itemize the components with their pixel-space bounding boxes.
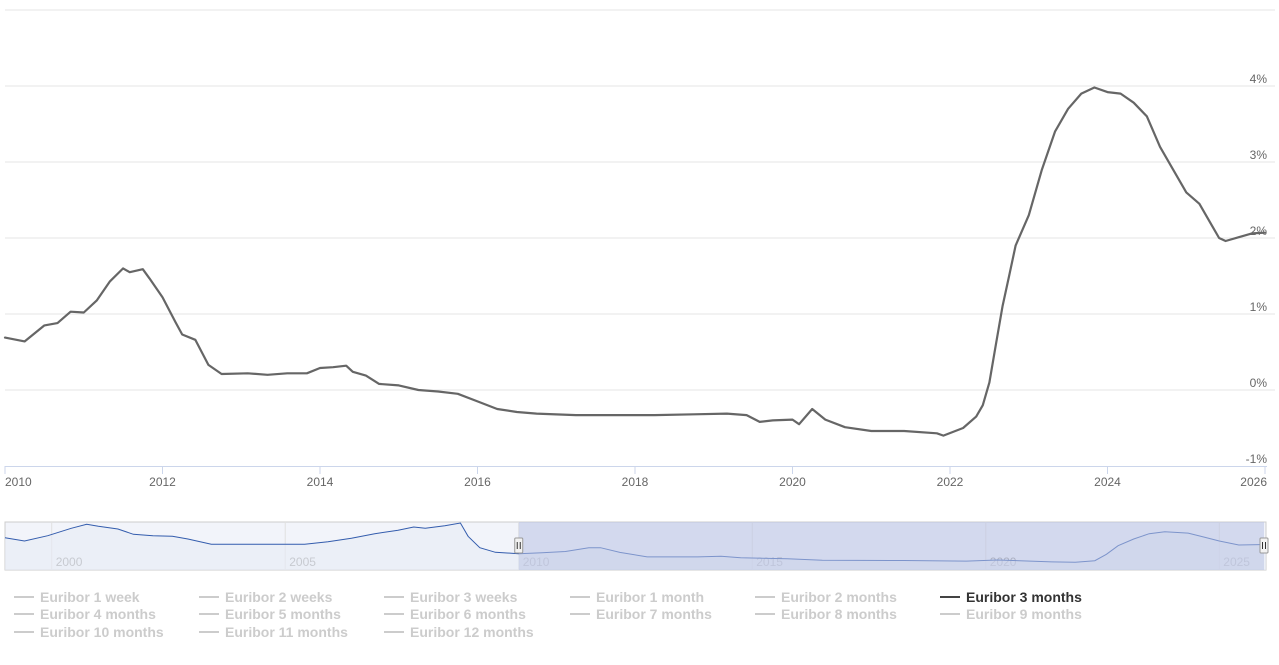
legend-swatch bbox=[14, 631, 34, 634]
legend-swatch bbox=[755, 596, 775, 599]
navigator-handle-left[interactable] bbox=[514, 537, 524, 554]
legend-swatch bbox=[14, 613, 34, 616]
legend-item[interactable]: Euribor 7 months bbox=[570, 606, 712, 622]
legend-item[interactable]: Euribor 3 weeks bbox=[384, 589, 517, 605]
legend-item[interactable]: Euribor 8 months bbox=[755, 606, 897, 622]
legend-item[interactable]: Euribor 12 months bbox=[384, 624, 534, 640]
legend-item[interactable]: Euribor 4 months bbox=[14, 606, 156, 622]
legend-label: Euribor 1 week bbox=[40, 589, 140, 605]
legend-swatch bbox=[570, 613, 590, 616]
series-line[interactable] bbox=[3, 86, 1267, 437]
legend-swatch bbox=[199, 613, 219, 616]
legend-label: Euribor 2 weeks bbox=[225, 589, 333, 605]
y-tick-label: 2% bbox=[1250, 224, 1268, 238]
legend-swatch bbox=[384, 596, 404, 599]
navigator-selection[interactable] bbox=[518, 522, 1264, 570]
legend-label: Euribor 4 months bbox=[40, 606, 156, 622]
legend-label: Euribor 6 months bbox=[410, 606, 526, 622]
legend-item[interactable]: Euribor 6 months bbox=[384, 606, 526, 622]
legend-label: Euribor 5 months bbox=[225, 606, 341, 622]
handle-body[interactable] bbox=[514, 537, 524, 554]
legend-swatch bbox=[384, 631, 404, 634]
x-axis: 2010 2012 2014 2016 2018 2020 2022 2024 2026 bbox=[4, 466, 1267, 489]
legend-item[interactable]: Euribor 2 weeks bbox=[199, 589, 332, 605]
legend-item[interactable]: Euribor 3 months bbox=[940, 589, 1082, 605]
legend-swatch bbox=[755, 613, 775, 616]
legend-item[interactable]: Euribor 10 months bbox=[14, 624, 164, 640]
legend-label: Euribor 11 months bbox=[225, 624, 348, 640]
y-axis: 4% 3% 2% 1% 0% -1% bbox=[1246, 72, 1268, 466]
chart-svg: 4%3%2%1%0%-1% 2010 2012 2014 2016 2018 2020 20… bbox=[3, 9, 1275, 571]
y-tick-label: 3% bbox=[1250, 148, 1268, 162]
legend-label: Euribor 9 months bbox=[966, 606, 1082, 622]
x-tick-label: 2016 bbox=[464, 475, 491, 489]
x-tick-label: 2018 bbox=[622, 475, 649, 489]
x-tick-label: 2010 bbox=[5, 475, 32, 489]
x-tick-label: 2022 bbox=[937, 475, 964, 489]
legend-item[interactable]: Euribor 1 month bbox=[570, 589, 704, 605]
legend-label: Euribor 2 months bbox=[781, 589, 897, 605]
legend-swatch bbox=[384, 613, 404, 616]
navigator-handle-right[interactable] bbox=[1259, 537, 1269, 554]
legend-item[interactable]: Euribor 9 months bbox=[940, 606, 1082, 622]
navigator-series-area bbox=[5, 523, 1266, 570]
legend-label: Euribor 3 months bbox=[966, 589, 1082, 605]
x-tick-label: 2012 bbox=[149, 475, 176, 489]
x-tick-label: 2026 bbox=[1240, 475, 1267, 489]
legend-swatch bbox=[570, 596, 590, 599]
y-tick-label: 0% bbox=[1250, 376, 1268, 390]
legend-item[interactable]: Euribor 2 months bbox=[755, 589, 897, 605]
navigator[interactable]: 200020052010201520202025 bbox=[4, 521, 1269, 571]
x-tick-label: 2020 bbox=[779, 475, 806, 489]
x-tick-label: 2014 bbox=[307, 475, 334, 489]
legend-label: Euribor 3 weeks bbox=[410, 589, 518, 605]
legend-label: Euribor 8 months bbox=[781, 606, 897, 622]
handle-body[interactable] bbox=[1259, 537, 1269, 554]
legend-label: Euribor 1 month bbox=[596, 589, 705, 605]
plot-area[interactable] bbox=[3, 86, 1267, 437]
legend-swatch bbox=[199, 631, 219, 634]
legend-label: Euribor 12 months bbox=[410, 624, 534, 640]
gridlines bbox=[5, 9, 1275, 391]
legend-label: Euribor 10 months bbox=[40, 624, 164, 640]
y-tick-label: 1% bbox=[1250, 300, 1268, 314]
legend-swatch bbox=[199, 596, 219, 599]
x-tick-label: 2024 bbox=[1094, 475, 1121, 489]
y-tick-label: -1% bbox=[1246, 452, 1268, 466]
legend-label: Euribor 7 months bbox=[596, 606, 712, 622]
legend-swatch bbox=[940, 613, 960, 616]
legend-swatch bbox=[940, 596, 960, 599]
legend-item[interactable]: Euribor 11 months bbox=[199, 624, 348, 640]
legend-swatch bbox=[14, 596, 34, 599]
legend-item[interactable]: Euribor 1 week bbox=[14, 589, 140, 605]
legend-item[interactable]: Euribor 5 months bbox=[199, 606, 341, 622]
y-tick-label: 4% bbox=[1250, 72, 1268, 86]
